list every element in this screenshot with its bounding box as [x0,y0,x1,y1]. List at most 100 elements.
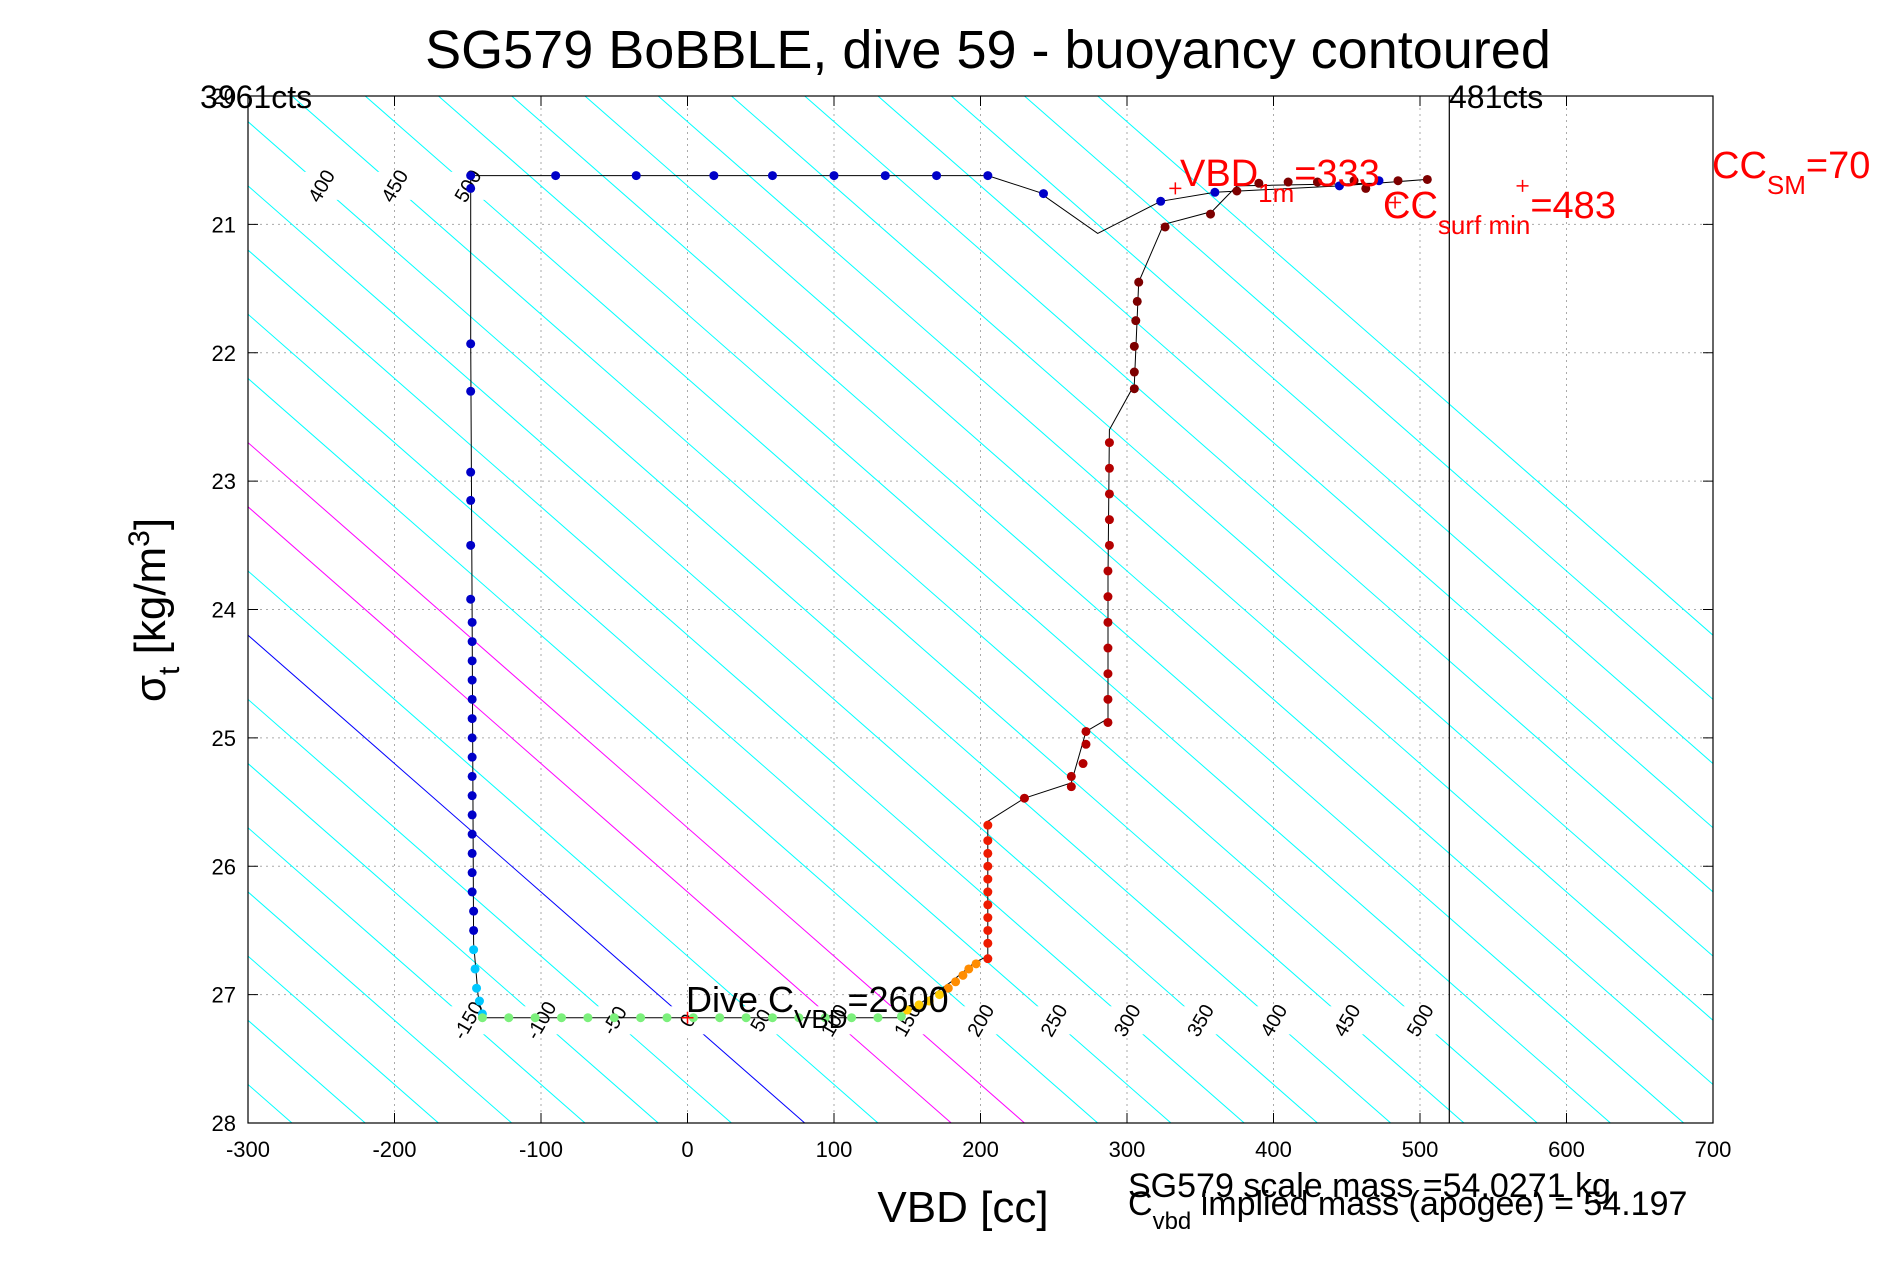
data-point [466,594,476,604]
contour-line [0,96,72,1123]
contour-label-bg [1324,1006,1369,1035]
plus-marker [1389,196,1402,209]
y-axis-label-close: ] [126,518,175,530]
x-tick-label: 300 [1109,1137,1146,1162]
implied-mass-text: implied mass (apogee) = 54.197 [1191,1185,1687,1223]
data-point [896,1011,906,1021]
data-point [943,983,953,993]
data-point [1129,341,1139,351]
data-point [1078,759,1088,769]
buoyancy-contours [0,96,1713,1123]
data-point [1081,726,1091,736]
data-point [741,1013,751,1023]
data-point [609,1013,619,1023]
implied-mass-symbol: C [1128,1185,1153,1223]
data-point [1066,771,1076,781]
data-point [1422,174,1432,184]
data-point [1361,183,1371,193]
data-point [914,1000,924,1010]
data-point [466,495,476,505]
data-point [477,1013,487,1023]
x-tick-label: 200 [962,1137,999,1162]
data-point [934,990,944,1000]
data-point [467,829,477,839]
dive-trace-line [470,175,1428,1019]
data-point [964,964,974,974]
data-point [530,1013,540,1023]
y-axis-label: σt [kg/m3] [123,518,186,702]
contour-label-bg [1031,1006,1076,1035]
contour-line [248,827,586,1123]
cc-sm-label: CC [1712,145,1767,187]
y-axis-ticks: 20 21 22 23 24 25 26 27 28 [212,84,1713,1136]
data-point [1156,196,1166,206]
x-tick-label: -300 [226,1137,270,1162]
scale-mass-annotation: SG579 scale mass =54.0271 kg [1128,1167,1611,1205]
vbd-1m-value: =333 [1294,153,1380,195]
data-point [469,906,479,916]
data-point [1104,463,1114,473]
data-point [504,1013,514,1023]
data-point [467,617,477,627]
data-point [983,900,993,910]
vbd-1m-label: VBD [1180,153,1258,195]
data-point [1066,782,1076,792]
contour-line [248,121,1392,1123]
y-axis-label-subscript: t [153,666,186,675]
data-point [467,868,477,878]
left-counts-label: 3961cts [200,79,312,115]
cc-surf-min-value: =483 [1530,185,1616,227]
grid [248,96,1713,1123]
y-axis-label-units: [kg/m [126,547,175,667]
data-point [472,983,482,993]
x-tick-label: -200 [372,1137,416,1162]
data-point [467,714,477,724]
contour-line [248,185,1318,1123]
y-tick-label: 28 [212,1111,236,1136]
data-point [1134,277,1144,287]
contour-label-bg [1178,1006,1223,1035]
reference-markers [681,179,1529,1024]
chart-title: SG579 BoBBLE, dive 59 - buoyancy contour… [425,20,1551,80]
contour-line [657,96,1713,1021]
y-tick-label: 23 [212,469,236,494]
cc-surf-min-label: CC [1383,185,1438,227]
data-point [1081,739,1091,749]
data-point [467,637,477,647]
data-point [794,1013,804,1023]
data-point [1103,717,1113,727]
contour-line [877,96,1713,829]
contour-label-bg [1398,1006,1442,1035]
dive-c-value: =2600 [848,979,949,1020]
y-axis-label-superscript: 3 [123,530,156,547]
data-point [557,1013,567,1023]
data-point [715,1013,725,1023]
data-point [1393,176,1403,186]
data-point [467,675,477,685]
contour-line [804,96,1713,893]
contour-line [248,313,1172,1123]
y-tick-label: 24 [212,598,236,623]
data-point [1132,296,1142,306]
data-point [1103,566,1113,576]
implied-mass-annotation: Cvbd implied mass (apogee) = 54.197 [1128,1185,1687,1235]
data-point [467,656,477,666]
contour-line [731,96,1713,957]
data-point [467,752,477,762]
y-tick-label: 27 [212,983,236,1008]
dive-trace [470,175,1428,1019]
data-point [1103,694,1113,704]
contour-line [248,377,1099,1123]
contour-label-bg [372,171,417,200]
contour-line [364,96,1538,1123]
data-point [583,1013,593,1023]
contour-line [511,96,1685,1123]
data-point [1129,384,1139,394]
data-point [1349,176,1359,186]
data-point [1131,316,1141,326]
plus-marker [681,1011,694,1024]
x-tick-label: 0 [681,1137,693,1162]
right-counts-label: 481cts [1449,79,1543,115]
data-point [636,1013,646,1023]
